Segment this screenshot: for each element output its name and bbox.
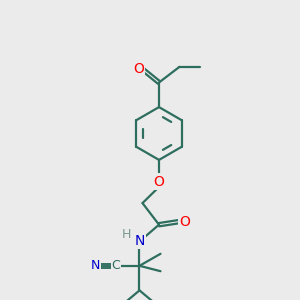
Text: C: C bbox=[112, 259, 121, 272]
Text: O: O bbox=[133, 62, 144, 76]
Text: O: O bbox=[154, 175, 164, 188]
Text: O: O bbox=[179, 215, 190, 229]
Text: N: N bbox=[90, 259, 100, 272]
Text: N: N bbox=[134, 234, 145, 248]
Text: H: H bbox=[122, 228, 132, 241]
